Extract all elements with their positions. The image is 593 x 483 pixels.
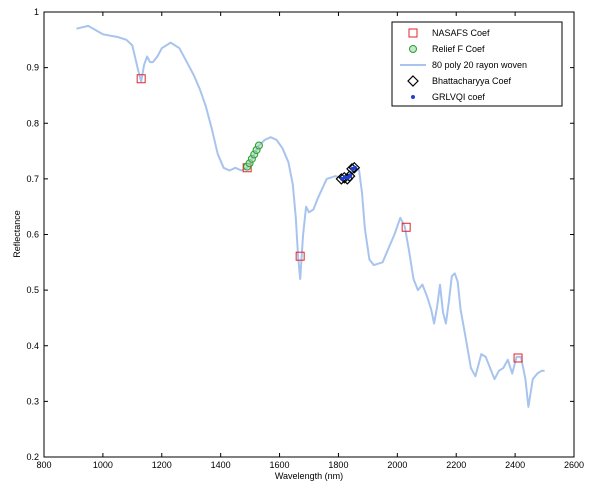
series-relief-f-coef — [243, 141, 263, 171]
point-bhattacharyya-coef — [343, 170, 356, 182]
legend-swatch-bhattacharyya-coef — [407, 75, 419, 87]
x-tick-label: 1800 — [328, 460, 348, 470]
x-tick-label: 2400 — [505, 460, 525, 470]
legend-label-relief-f-coef: Relief F Coef — [432, 44, 485, 54]
point-grlvqi-coef — [352, 165, 357, 170]
y-tick-label: 0.9 — [26, 63, 39, 73]
point-grlvqi-coef — [348, 173, 353, 178]
point-nasafs-coef — [513, 353, 523, 363]
legend-label-80-poly-20-rayon-woven: 80 poly 20 rayon woven — [432, 60, 527, 70]
point-grlvqi-coef — [339, 176, 344, 181]
point-relief-f-coef — [254, 141, 263, 150]
point-nasafs-coef — [401, 222, 411, 232]
point-nasafs-coef — [136, 74, 146, 84]
x-tick-label: 2600 — [564, 460, 584, 470]
x-tick-label: 800 — [36, 460, 51, 470]
y-tick-label: 0.6 — [26, 230, 39, 240]
x-tick-label: 1200 — [152, 460, 172, 470]
legend-label-bhattacharyya-coef: Bhattacharyya Coef — [432, 76, 512, 86]
point-bhattacharyya-coef — [348, 161, 361, 174]
x-tick-label: 2000 — [387, 460, 407, 470]
x-tick-label: 1600 — [270, 460, 290, 470]
point-nasafs-coef — [295, 251, 305, 261]
y-tick-label: 0.3 — [26, 396, 39, 406]
y-tick-label: 0.4 — [26, 341, 39, 351]
y-tick-label: 0.7 — [26, 174, 39, 184]
x-axis-label: Wavelength (nm) — [275, 471, 343, 481]
legend-swatch-relief-f-coef — [409, 45, 417, 53]
x-axis-ticks: 800 1000 1200 1400 1600 1800 2000 2200 2400 2600 — [36, 12, 584, 470]
legend-swatch-grlvqi-coef — [411, 95, 415, 99]
series-layer — [76, 24, 545, 408]
y-axis-ticks: 0.2 0.3 0.4 0.5 0.6 0.7 0.8 0.9 1 — [26, 7, 574, 462]
legend: NASAFS Coef Relief F Coef 80 poly 20 rayon… — [391, 21, 563, 107]
y-tick-label: 0.2 — [26, 452, 39, 462]
x-tick-label: 1400 — [211, 460, 231, 470]
y-tick-label: 0.8 — [26, 118, 39, 128]
y-tick-label: 0.5 — [26, 285, 39, 295]
legend-swatch-nasafs-coef — [408, 28, 418, 38]
legend-label-nasafs-coef: NASAFS Coef — [432, 28, 490, 38]
y-tick-label: 1 — [34, 7, 39, 17]
legend-label-grlvqi-coef: GRLVQI coef — [432, 92, 485, 102]
x-tick-label: 2200 — [446, 460, 466, 470]
y-axis-label: Reflectance — [12, 210, 22, 258]
series-grlvqi-coef — [339, 165, 357, 181]
x-tick-label: 1000 — [93, 460, 113, 470]
